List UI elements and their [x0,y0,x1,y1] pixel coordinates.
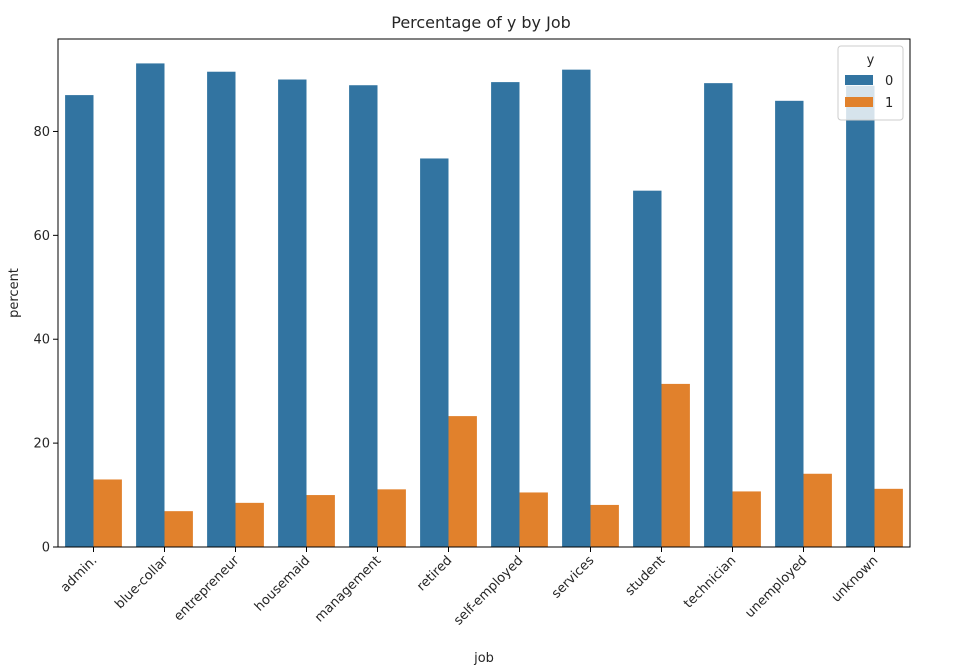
bar-unknown-y0 [846,85,875,547]
bar-services-y0 [562,69,591,548]
x-tick-label: entrepreneur [171,553,243,625]
bar-blue-collar-y1 [164,511,193,547]
bar-self-employed-y1 [519,492,548,547]
x-tick-label: technician [681,553,739,611]
legend: y0 1 [837,45,904,121]
bars-group [65,63,903,548]
bar-unknown-y1 [874,488,903,547]
legend-swatch-1 [845,97,873,107]
x-axis: admin. blue-collar entrepreneur housemaidma… [58,547,881,628]
bar-self-employed-y0 [491,82,520,547]
bar-student-y0 [633,190,662,548]
x-tick-label: unemployed [743,553,811,621]
plot-frame [57,38,911,548]
bar-unemployed-y0 [775,100,804,547]
bar-management-y0 [349,85,378,548]
x-tick-label: admin. [58,553,100,595]
bar-management-y1 [377,489,406,547]
y-tick-label: 20 [33,437,50,452]
legend-swatch-0 [845,75,873,85]
bar-entrepreneur-y0 [207,71,236,547]
bar-admin-y0 [65,95,94,548]
legend-label-1: 1 [885,96,893,111]
bar-student-y1 [661,383,690,547]
bar-retired-y0 [420,158,449,547]
y-tick-label: 80 [33,125,50,140]
bar-services-y1 [590,504,619,547]
y-tick-label: 40 [33,333,50,348]
x-tick-label: blue-collar [112,553,171,612]
legend-title: y [867,53,875,68]
bar-technician-y0 [704,83,733,547]
x-tick-label: services [549,553,597,601]
x-tick-label: student [623,553,669,599]
bar-technician-y1 [732,491,761,547]
y-axis-label: percent [7,268,22,318]
y-tick-label: 60 [33,229,50,244]
bar-housemaid-y0 [278,79,307,548]
bar-housemaid-y1 [306,495,335,547]
x-tick-label: self-employed [451,553,526,628]
y-tick-label: 0 [42,541,50,556]
bar-unemployed-y1 [803,473,832,547]
bar-admin-y1 [93,479,122,547]
bar-entrepreneur-y1 [235,502,264,547]
x-tick-label: unknown [829,553,881,605]
bar-blue-collar-y0 [136,63,165,548]
x-tick-label: management [312,553,384,625]
y-axis: 0 20 40 60 80 [33,125,58,556]
chart-title: Percentage of y by Job [391,13,571,32]
legend-label-0: 0 [885,74,893,89]
x-tick-label: housemaid [252,553,313,614]
x-axis-label: job [473,651,494,666]
bar-retired-y1 [448,416,477,547]
x-tick-label: retired [414,553,455,594]
